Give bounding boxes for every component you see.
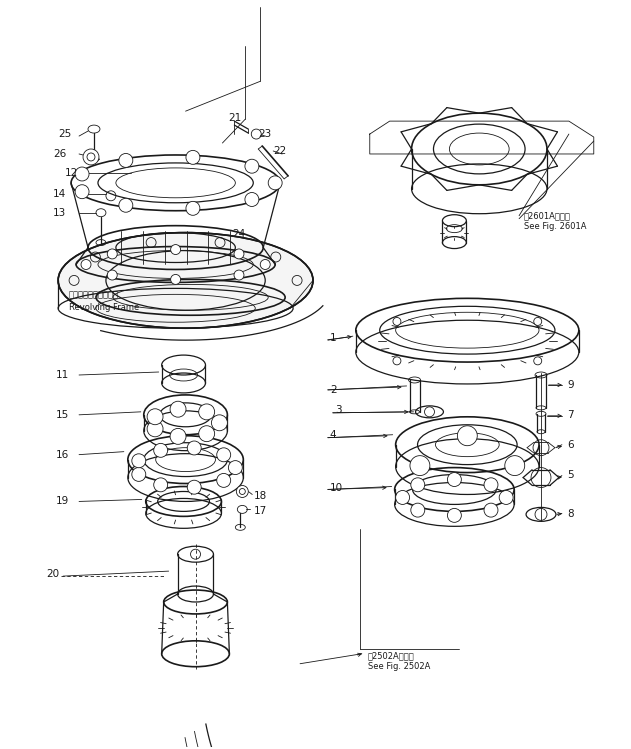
Circle shape: [83, 149, 99, 165]
Text: 19: 19: [56, 497, 69, 506]
Text: 24: 24: [232, 228, 245, 239]
Text: 6: 6: [567, 440, 574, 449]
Text: 第2601A図参照: 第2601A図参照: [524, 211, 571, 220]
Circle shape: [154, 478, 168, 492]
Circle shape: [457, 425, 477, 446]
Circle shape: [119, 154, 133, 167]
Text: 7: 7: [567, 410, 574, 420]
Circle shape: [447, 473, 461, 487]
Circle shape: [484, 478, 498, 492]
Text: 15: 15: [56, 410, 69, 420]
Text: 8: 8: [567, 509, 574, 519]
Text: 第2502A図参照: 第2502A図参照: [368, 652, 415, 661]
Text: 16: 16: [56, 449, 69, 460]
Circle shape: [251, 129, 261, 139]
Text: 5: 5: [567, 470, 574, 479]
Circle shape: [393, 357, 401, 365]
Circle shape: [147, 409, 163, 425]
Circle shape: [216, 448, 231, 461]
Text: 17: 17: [254, 506, 268, 516]
Circle shape: [199, 404, 215, 420]
Text: 21: 21: [228, 113, 242, 123]
Circle shape: [234, 249, 244, 259]
Circle shape: [216, 473, 231, 488]
Circle shape: [268, 176, 282, 189]
Circle shape: [245, 192, 259, 207]
Text: 9: 9: [567, 380, 574, 390]
Text: 2: 2: [330, 385, 336, 395]
Text: 23: 23: [258, 129, 271, 139]
Circle shape: [211, 415, 227, 431]
Circle shape: [393, 318, 401, 325]
Text: 1: 1: [330, 333, 336, 343]
Circle shape: [199, 425, 215, 442]
Text: レボルビングフレーム: レボルビングフレーム: [69, 291, 119, 300]
Text: 18: 18: [254, 491, 268, 502]
Circle shape: [132, 454, 146, 467]
Text: 14: 14: [53, 189, 66, 198]
Text: See Fig. 2601A: See Fig. 2601A: [524, 222, 587, 231]
Text: 13: 13: [53, 207, 66, 218]
Text: See Fig. 2502A: See Fig. 2502A: [368, 662, 430, 671]
Text: 22: 22: [273, 146, 286, 156]
Circle shape: [534, 318, 541, 325]
Circle shape: [186, 151, 200, 164]
Circle shape: [132, 467, 146, 482]
Circle shape: [245, 160, 259, 173]
Text: 11: 11: [56, 370, 69, 380]
Circle shape: [411, 478, 425, 492]
Circle shape: [170, 428, 186, 444]
Circle shape: [410, 455, 430, 476]
Circle shape: [396, 491, 410, 504]
Circle shape: [75, 167, 89, 181]
Circle shape: [170, 274, 180, 285]
Circle shape: [170, 401, 186, 417]
Circle shape: [107, 270, 117, 280]
Text: Revolving Frame: Revolving Frame: [69, 303, 139, 312]
Text: 20: 20: [46, 569, 59, 579]
Text: 25: 25: [58, 129, 71, 139]
Circle shape: [186, 201, 200, 215]
Circle shape: [484, 503, 498, 517]
Text: 10: 10: [330, 482, 343, 493]
Circle shape: [119, 198, 133, 212]
Circle shape: [499, 491, 513, 504]
Circle shape: [154, 443, 168, 458]
Circle shape: [505, 455, 525, 476]
Circle shape: [411, 503, 425, 517]
Circle shape: [260, 259, 270, 270]
Circle shape: [534, 357, 541, 365]
Circle shape: [170, 245, 180, 255]
Circle shape: [237, 485, 248, 497]
Circle shape: [187, 441, 201, 455]
Circle shape: [228, 461, 242, 475]
Circle shape: [81, 259, 91, 270]
Text: 26: 26: [53, 149, 66, 159]
Text: 12: 12: [65, 168, 78, 178]
Circle shape: [234, 270, 244, 280]
Ellipse shape: [58, 233, 313, 328]
Circle shape: [187, 480, 201, 494]
Circle shape: [75, 185, 89, 198]
Circle shape: [147, 421, 163, 437]
Circle shape: [107, 249, 117, 259]
Circle shape: [447, 509, 461, 522]
Text: 4: 4: [330, 430, 336, 440]
Text: 3: 3: [335, 405, 341, 415]
